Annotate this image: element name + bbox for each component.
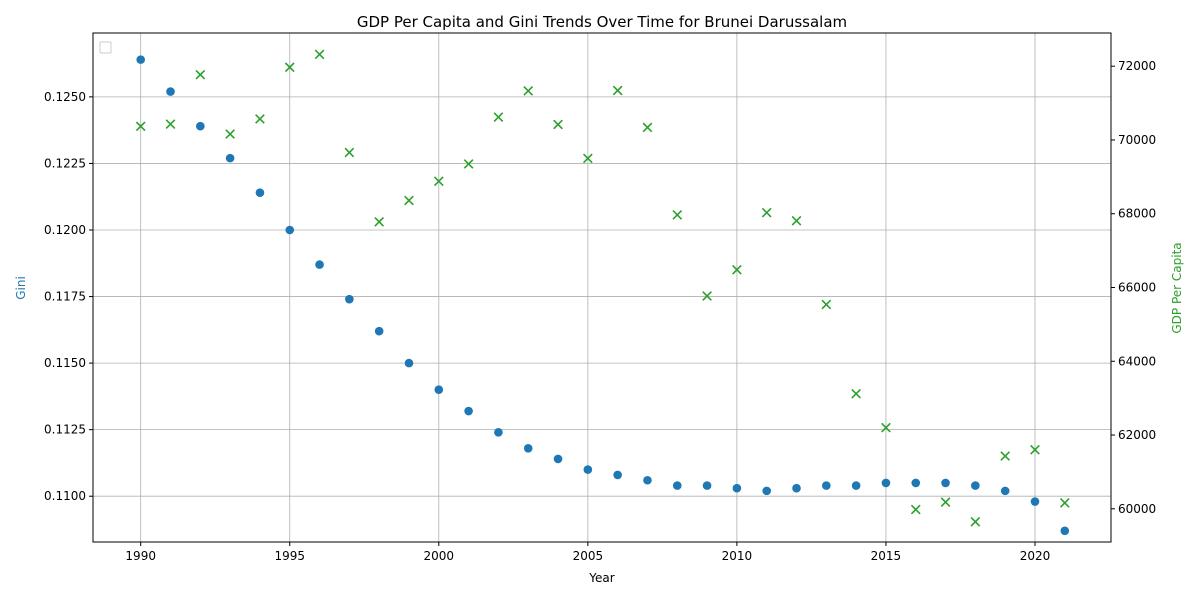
gdp-per-capita-point (1000, 451, 1011, 461)
gdp-per-capita-point (881, 422, 891, 433)
gdp-per-capita-point (135, 121, 146, 132)
y-left-tick-label: 0.1225 (44, 156, 86, 170)
gini-point (762, 486, 771, 496)
gini-point (345, 294, 354, 304)
gini-point (911, 478, 921, 488)
gdp-per-capita-point (791, 215, 802, 226)
gini-point (1060, 526, 1070, 536)
gini-point (643, 475, 652, 485)
gini-point (941, 478, 950, 488)
gini-point (374, 326, 384, 336)
x-tick-label: 2020 (1020, 549, 1051, 563)
gdp-per-capita-point (970, 516, 981, 527)
gdp-per-capita-point (433, 176, 444, 187)
gini-point (971, 481, 980, 490)
x-axis-label: Year (588, 571, 614, 585)
legend-box (99, 41, 112, 54)
gdp-per-capita-point (493, 112, 504, 122)
plot-frame (92, 32, 1112, 543)
gdp-per-capita-point (463, 159, 474, 169)
gdp-per-capita-point (642, 122, 653, 133)
gdp-per-capita-point (344, 147, 355, 158)
gini-point (285, 225, 295, 235)
gini-point (851, 481, 861, 490)
gdp-per-capita-point (672, 209, 683, 220)
gdp-per-capita-point (523, 86, 534, 96)
gdp-per-capita-point (821, 299, 832, 310)
gdp-per-capita-point (374, 216, 385, 227)
gdp-per-capita-point (314, 49, 325, 60)
gini-point (553, 454, 563, 464)
y-right-tick-label: 62000 (1118, 428, 1156, 442)
x-tick-label: 2015 (871, 549, 902, 563)
gdp-per-capita-point (612, 85, 623, 96)
gini-point (881, 478, 891, 488)
gini-point (196, 121, 205, 131)
gdp-per-capita-point (582, 153, 593, 164)
y-right-tick-label: 68000 (1118, 207, 1156, 221)
gdp-per-capita-point (761, 207, 772, 218)
y-left-tick-label: 0.1100 (44, 489, 86, 503)
y-right-tick-label: 70000 (1118, 133, 1156, 147)
gini-point (225, 153, 235, 163)
gdp-per-capita-point (225, 129, 235, 139)
gini-point (136, 55, 145, 64)
gini-point (464, 406, 473, 416)
ticks-layer: 1990 1995 2000 2005 2010 2015 2020 0.1100 0.1125… (44, 59, 1156, 563)
gini-point (494, 428, 503, 437)
x-tick-label: 1995 (274, 549, 305, 563)
y-left-tick-label: 0.1200 (44, 223, 86, 237)
gini-point (434, 385, 444, 395)
y-right-tick-label: 66000 (1118, 281, 1156, 295)
x-tick-label: 2010 (722, 549, 753, 563)
gdp-per-capita-point (851, 388, 861, 399)
marks-layer (135, 49, 1070, 536)
y-left-tick-label: 0.1175 (44, 290, 86, 304)
y-right-tick-label: 60000 (1118, 502, 1156, 516)
gini-point (822, 481, 831, 490)
gdp-per-capita-point (165, 119, 176, 129)
y-right-tick-label: 64000 (1118, 354, 1156, 368)
x-tick-label: 2005 (573, 549, 604, 563)
gdp-per-capita-point (284, 62, 295, 73)
gdp-per-capita-point (702, 291, 712, 301)
gini-point (1030, 497, 1040, 506)
gini-point (523, 443, 533, 453)
gdp-per-capita-point (195, 69, 206, 80)
gdp-per-capita-point (1030, 444, 1040, 455)
y-right-tick-label: 72000 (1118, 59, 1156, 73)
gini-point (583, 465, 593, 474)
gdp-per-capita-point (553, 119, 563, 130)
gdp-per-capita-point (940, 497, 951, 508)
y-axis-label-right: GDP Per Capita (1170, 242, 1184, 333)
chart-title: GDP Per Capita and Gini Trends Over Time… (357, 13, 847, 31)
y-left-tick-label: 0.1125 (44, 423, 86, 437)
y-left-tick-label: 0.1250 (44, 90, 86, 104)
y-left-tick-label: 0.1150 (44, 356, 86, 370)
gini-point (702, 481, 712, 490)
x-tick-label: 2000 (424, 549, 455, 563)
gini-point (732, 483, 742, 493)
gdp-per-capita-point (1059, 498, 1070, 508)
y-axis-label-left: Gini (14, 276, 28, 300)
gdp-per-capita-point (404, 195, 414, 206)
gini-point (404, 358, 414, 368)
gini-point (792, 483, 801, 493)
gini-point (1000, 486, 1010, 496)
grid-layer (93, 33, 1111, 542)
gdp-per-capita-point (732, 264, 742, 275)
gini-point (672, 481, 682, 490)
gini-point (613, 470, 622, 480)
x-tick-label: 1990 (125, 549, 156, 563)
gdp-per-capita-point (910, 504, 921, 515)
gdp-per-capita-point (255, 114, 265, 124)
gini-point (166, 87, 175, 96)
gini-point (255, 188, 265, 198)
gini-point (315, 260, 324, 269)
